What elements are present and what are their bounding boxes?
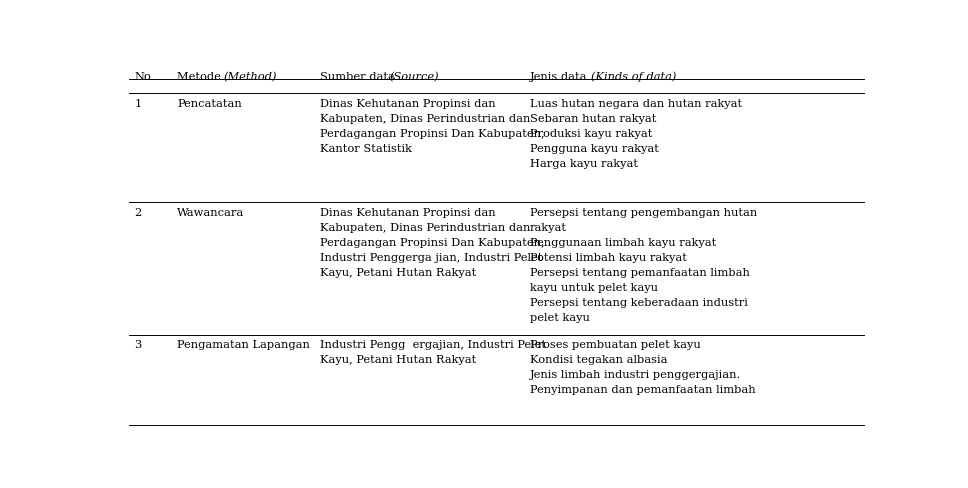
Text: (Kinds of data): (Kinds of data) <box>591 72 677 82</box>
Text: Proses pembuatan pelet kayu: Proses pembuatan pelet kayu <box>529 341 701 350</box>
Text: pelet kayu: pelet kayu <box>529 313 590 323</box>
Text: Jenis limbah industri penggergajian.: Jenis limbah industri penggergajian. <box>529 370 741 381</box>
Text: No: No <box>135 72 151 81</box>
Text: Pengguna kayu rakyat: Pengguna kayu rakyat <box>529 144 659 154</box>
Text: Produksi kayu rakyat: Produksi kayu rakyat <box>529 129 652 139</box>
Text: Kabupaten, Dinas Perindustrian dan: Kabupaten, Dinas Perindustrian dan <box>319 223 530 233</box>
Text: Industri Pengg  ergajian, Industri Pelet: Industri Pengg ergajian, Industri Pelet <box>319 341 546 350</box>
Text: Penggunaan limbah kayu rakyat: Penggunaan limbah kayu rakyat <box>529 238 716 248</box>
Text: Persepsi tentang keberadaan industri: Persepsi tentang keberadaan industri <box>529 298 747 308</box>
Text: Perdagangan Propinsi Dan Kabupaten,: Perdagangan Propinsi Dan Kabupaten, <box>319 129 544 139</box>
Text: Penyimpanan dan pemanfaatan limbah: Penyimpanan dan pemanfaatan limbah <box>529 386 755 395</box>
Text: (Method): (Method) <box>224 72 277 82</box>
Text: Kabupaten, Dinas Perindustrian dan: Kabupaten, Dinas Perindustrian dan <box>319 114 530 124</box>
Text: Potensi limbah kayu rakyat: Potensi limbah kayu rakyat <box>529 253 686 263</box>
Text: Dinas Kehutanan Propinsi dan: Dinas Kehutanan Propinsi dan <box>319 99 496 109</box>
Text: 3: 3 <box>135 341 141 350</box>
Text: Metode: Metode <box>177 72 225 81</box>
Text: Kayu, Petani Hutan Rakyat: Kayu, Petani Hutan Rakyat <box>319 355 476 366</box>
Text: Dinas Kehutanan Propinsi dan: Dinas Kehutanan Propinsi dan <box>319 208 496 218</box>
Text: Harga kayu rakyat: Harga kayu rakyat <box>529 159 638 169</box>
Text: rakyat: rakyat <box>529 223 567 233</box>
Text: Wawancara: Wawancara <box>177 208 245 218</box>
Text: Perdagangan Propinsi Dan Kabupaten,: Perdagangan Propinsi Dan Kabupaten, <box>319 238 544 248</box>
Text: Luas hutan negara dan hutan rakyat: Luas hutan negara dan hutan rakyat <box>529 99 742 109</box>
Text: Pencatatan: Pencatatan <box>177 99 242 109</box>
Text: Persepsi tentang pemanfaatan limbah: Persepsi tentang pemanfaatan limbah <box>529 268 750 278</box>
Text: Jenis data: Jenis data <box>529 72 591 81</box>
Text: Kantor Statistik: Kantor Statistik <box>319 144 411 154</box>
Text: Kayu, Petani Hutan Rakyat: Kayu, Petani Hutan Rakyat <box>319 268 476 278</box>
Text: Kondisi tegakan albasia: Kondisi tegakan albasia <box>529 355 667 366</box>
Text: Persepsi tentang pengembangan hutan: Persepsi tentang pengembangan hutan <box>529 208 757 218</box>
Text: (Source): (Source) <box>389 72 439 82</box>
Text: kayu untuk pelet kayu: kayu untuk pelet kayu <box>529 283 658 293</box>
Text: 2: 2 <box>135 208 141 218</box>
Text: 1: 1 <box>135 99 141 109</box>
Text: Sumber data: Sumber data <box>319 72 398 81</box>
Text: Industri Penggerga jian, Industri Pelet: Industri Penggerga jian, Industri Pelet <box>319 253 542 263</box>
Text: Pengamatan Lapangan: Pengamatan Lapangan <box>177 341 310 350</box>
Text: Sebaran hutan rakyat: Sebaran hutan rakyat <box>529 114 656 124</box>
